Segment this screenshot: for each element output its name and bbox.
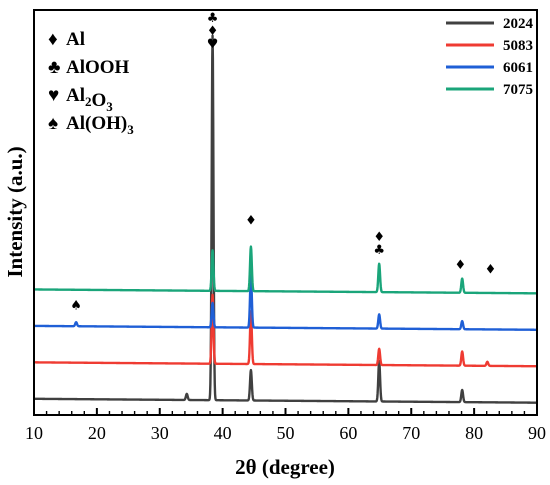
- legend-label-7075: 7075: [503, 82, 533, 98]
- peak-marker-symbol: ♦: [207, 24, 219, 39]
- x-tick-label: 40: [214, 423, 232, 443]
- x-tick-label: 30: [151, 423, 169, 443]
- x-tick-label: 90: [528, 423, 546, 443]
- series-line-5083: [33, 293, 538, 368]
- peak-marker: ♦: [245, 214, 257, 229]
- x-tick-label: 70: [402, 423, 420, 443]
- phase-legend-label: AlOOH: [66, 57, 130, 78]
- peak-marker: ♦: [454, 258, 466, 273]
- series-line-6061: [33, 273, 538, 331]
- peak-marker: ♦: [485, 262, 497, 277]
- phase-legend: ♦ Al ♣ AlOOH ♥ Al2O3 ♠ Al(OH)3: [48, 29, 134, 137]
- peak-marker-symbol: ♦: [373, 230, 385, 245]
- phase-legend-symbol: ♦: [48, 29, 58, 50]
- peak-marker-symbol: ♣: [207, 11, 219, 26]
- peak-marker-symbol: ♣: [373, 243, 385, 258]
- phase-legend-label: Al(OH)3: [66, 113, 134, 137]
- peak-marker-symbol: ♦: [245, 214, 257, 229]
- peak-marker-symbol: ♦: [454, 258, 466, 273]
- peak-marker: ♠: [70, 299, 82, 314]
- legend-label-5083: 5083: [503, 38, 533, 54]
- x-tick-label: 10: [25, 423, 43, 443]
- legend-label-6061: 6061: [503, 60, 533, 76]
- peak-marker: ♦♣: [373, 230, 385, 258]
- x-axis: 10 20 30 40 50 60 70 80 90: [25, 408, 546, 443]
- phase-legend-symbol: ♥: [48, 85, 59, 106]
- phase-legend-label: Al2O3: [66, 85, 113, 114]
- phase-legend-label: Al: [66, 29, 85, 50]
- series-legend: 2024 5083 6061 7075: [446, 16, 534, 98]
- x-tick-label: 60: [339, 423, 357, 443]
- phase-legend-symbol: ♣: [48, 57, 60, 78]
- plot-lines: [33, 34, 538, 404]
- peak-marker-symbol: ♥: [207, 37, 219, 52]
- phase-legend-symbol: ♠: [48, 113, 58, 134]
- peak-marker-symbol: ♠: [70, 299, 82, 314]
- x-tick-label: 20: [88, 423, 106, 443]
- x-tick-label: 50: [277, 423, 295, 443]
- peak-markers: ♠♣♦♥♦♦♣♦ ♦: [70, 11, 496, 314]
- y-axis-label: Intensity (a.u.): [3, 146, 27, 277]
- peak-marker: ♣♦♥: [207, 11, 219, 52]
- series-line-7075: [33, 245, 538, 295]
- series-line-2024: [33, 34, 538, 404]
- legend-label-2024: 2024: [503, 16, 534, 32]
- x-axis-label: 2θ (degree): [235, 455, 335, 479]
- peak-marker-symbol: ♦: [485, 262, 497, 277]
- x-tick-label: 80: [465, 423, 483, 443]
